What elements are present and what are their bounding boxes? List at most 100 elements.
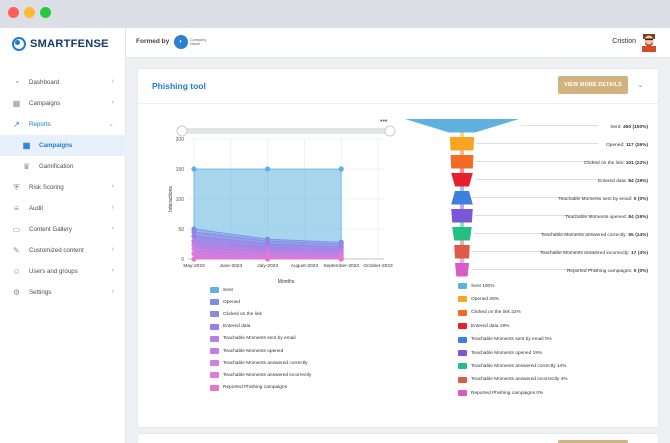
maximize-window-button[interactable] (40, 7, 51, 18)
funnel-stage[interactable] (405, 119, 519, 133)
logo[interactable]: SMARTFENSE (12, 36, 109, 52)
data-point[interactable] (265, 166, 271, 172)
funnel-stage-name: Teachable Moments sent by email: (558, 196, 632, 202)
legend-item[interactable]: Teachable Moments opened (210, 348, 283, 354)
legend-label: Sent (223, 287, 233, 293)
calendar-icon: ▦ (22, 141, 31, 150)
y-tick-label: 150 (176, 167, 185, 173)
funnel-stage[interactable] (455, 263, 469, 277)
legend-item[interactable]: Clicked on the link (210, 311, 262, 318)
legend-swatch (458, 323, 467, 330)
x-tick-label: July-2023 (257, 263, 278, 269)
legend-item[interactable]: Teachable Moments opened 19% (458, 350, 542, 356)
formed-by-label: Formed by (136, 38, 170, 45)
legend-item[interactable]: Teachable Moments answered correctly (210, 360, 308, 367)
data-point[interactable] (191, 233, 197, 239)
collapse-sidebar-icon[interactable]: ‹ (100, 38, 104, 50)
legend-item[interactable]: Teachable Moments answered incorrectly 4… (458, 376, 568, 383)
legend-swatch (210, 372, 219, 379)
data-point[interactable] (191, 242, 197, 248)
legend-item[interactable]: Clicked on the link 22% (458, 309, 521, 316)
chevron-icon: › (111, 99, 114, 106)
x-tick-label: May-2023 (183, 263, 205, 269)
sidebar-nav: ◔ Dashboard › ▦ Campaigns › ↗ Reports ⌄ ▦ Campaign… (0, 72, 126, 303)
sidebar-item-reports[interactable]: ↗ Reports ⌄ (0, 114, 126, 135)
legend-item[interactable]: Teachable Moments answered correctly 14% (458, 363, 566, 370)
funnel-stage[interactable] (454, 245, 470, 259)
sidebar-item-label: Campaigns (39, 142, 73, 149)
avatar[interactable] (640, 32, 658, 52)
company-logo-icon: ◐ (174, 35, 188, 49)
close-window-button[interactable] (8, 7, 19, 18)
range-slider-handle-right[interactable] (384, 125, 396, 137)
sidebar-item-risk-scoring[interactable]: ⛨ Risk Scoring › (0, 177, 126, 198)
legend-label: Teachable Moments opened (223, 348, 284, 354)
data-point[interactable] (191, 229, 197, 235)
next-card-button[interactable] (558, 440, 628, 443)
sidebar-item-gamification[interactable]: ♛ Gamification (0, 156, 126, 177)
sidebar-item-users-and-groups[interactable]: ☺ Users and groups › (0, 261, 126, 282)
sidebar-item-content-gallery[interactable]: ▭ Content Gallery › (0, 219, 126, 240)
sidebar-item-label: Customized content (29, 247, 84, 254)
funnel-stage-pct: (4%) (638, 250, 649, 256)
funnel-stage-value: 84 (628, 178, 634, 184)
funnel-stage-value: 65 (628, 232, 634, 238)
chevron-icon: › (111, 267, 114, 274)
funnel-stage-value: 450 (623, 124, 631, 130)
funnel-stage[interactable] (452, 227, 472, 241)
legend-swatch (210, 360, 219, 367)
funnel-stage[interactable] (451, 209, 473, 223)
funnel-stage-value: 0 (634, 196, 637, 202)
legend-item[interactable]: Opened (210, 299, 240, 306)
range-slider-handle-left[interactable] (176, 125, 188, 137)
legend-item[interactable]: Teachable Moments sent by email 0% (458, 336, 552, 343)
data-point[interactable] (191, 246, 197, 252)
funnel-stage-name: Clicked on the link: (584, 160, 624, 166)
sidebar-item-customized-content[interactable]: ✎ Customized content › (0, 240, 126, 261)
sidebar-item-campaigns-report[interactable]: ▦ Campaigns (0, 135, 126, 156)
sidebar-item-settings[interactable]: ⚙ Settings › (0, 282, 126, 303)
trophy-icon: ♛ (22, 162, 31, 171)
legend-label: Entered data 19% (471, 323, 510, 329)
legend-item[interactable]: Entered data (210, 323, 251, 330)
card-title: Phishing tool (152, 81, 206, 91)
view-more-details-button[interactable]: VIEW MORE DETAILS (558, 76, 628, 94)
legend-item[interactable]: Reported Phishing campaigns 0% (458, 390, 543, 397)
sidebar-item-audit[interactable]: ≡ Audit › (0, 198, 126, 219)
data-point[interactable] (265, 256, 271, 262)
range-slider-track[interactable] (180, 128, 392, 134)
funnel-stage[interactable] (449, 137, 475, 151)
funnel-stage[interactable] (451, 191, 473, 205)
legend-item[interactable]: Opened 26% (458, 296, 499, 303)
legend-item[interactable]: Reported Phishing campaigns (210, 384, 287, 391)
legend-item[interactable]: Teachable Moments answered incorrectly (210, 372, 311, 379)
legend-item[interactable]: Sent (210, 287, 233, 293)
legend-swatch (458, 296, 467, 303)
legend-item[interactable]: Teachable Moments sent by email (210, 335, 296, 342)
funnel-stage[interactable] (451, 173, 473, 187)
list-icon: ≡ (14, 204, 19, 213)
legend-swatch (210, 384, 219, 391)
legend-item[interactable]: Entered data 19% (458, 323, 510, 330)
data-point[interactable] (191, 238, 197, 244)
data-point[interactable] (338, 256, 344, 262)
sidebar-item-campaigns[interactable]: ▦ Campaigns › (0, 93, 126, 114)
sidebar-item-label: Content Gallery (29, 226, 72, 233)
user-name[interactable]: Cristion (612, 38, 636, 45)
funnel-stage-value: 101 (626, 160, 634, 166)
legend-label: Entered data (223, 324, 251, 330)
data-point[interactable] (191, 256, 197, 262)
minimize-window-button[interactable] (24, 7, 35, 18)
sidebar-item-dashboard[interactable]: ◔ Dashboard › (0, 72, 126, 93)
chart-line-icon: ↗ (13, 120, 20, 129)
funnel-stage[interactable] (450, 155, 474, 169)
chevron-down-icon[interactable]: ⌄ (637, 80, 644, 89)
legend-swatch (458, 350, 467, 356)
data-point[interactable] (191, 166, 197, 172)
data-point[interactable] (191, 251, 197, 257)
data-point[interactable] (338, 166, 344, 172)
chevron-icon: › (111, 246, 114, 253)
funnel-stage-value: 17 (631, 250, 637, 256)
chart-menu-icon[interactable]: ••• (380, 118, 388, 125)
legend-item[interactable]: Sent 100% (458, 283, 494, 289)
